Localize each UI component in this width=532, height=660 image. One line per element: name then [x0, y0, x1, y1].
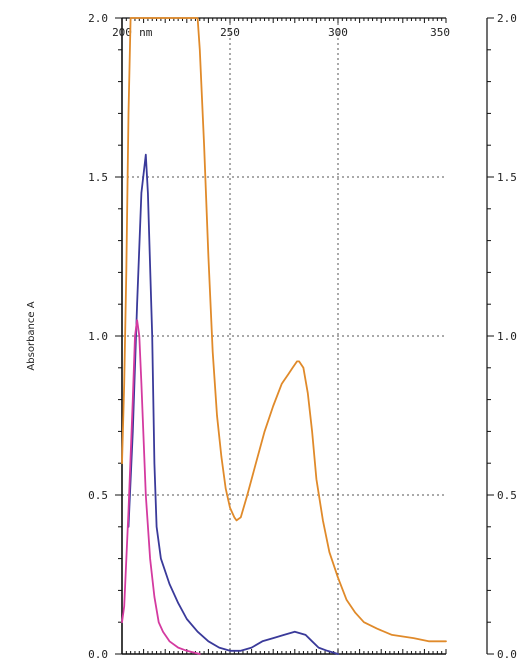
series-line-3 — [121, 319, 201, 655]
series-lines — [121, 17, 447, 655]
x-tick-label: 350 — [430, 26, 450, 39]
y-tick-label-right: 0.5 — [497, 489, 517, 502]
y-axis-label: Absorbance A — [26, 301, 37, 370]
series-line-1 — [121, 17, 447, 643]
y-tick-label-right: 1.0 — [497, 330, 517, 343]
x-tick-label: 300 — [328, 26, 348, 39]
tick-labels: 0.0 0.5 1.0 1.5 2.0 0.0 0.5 1.0 1.5 2.0 200 250 300 3… — [88, 12, 517, 660]
series-line-2 — [127, 153, 339, 655]
y-tick-label-left: 1.0 — [88, 330, 108, 343]
y-tick-label-left: 0.0 — [88, 648, 108, 660]
x-axis-unit-label: nm — [139, 26, 153, 39]
x-tick-label: 200 — [112, 26, 132, 39]
y-tick-label-left: 2.0 — [88, 12, 108, 25]
x-tick-label: 250 — [220, 26, 240, 39]
grid — [122, 18, 446, 654]
y-tick-label-right: 1.5 — [497, 171, 517, 184]
y-tick-label-right: 0.0 — [497, 648, 517, 660]
y-tick-label-right: 2.0 — [497, 12, 517, 25]
y-tick-label-left: 1.5 — [88, 171, 108, 184]
y-tick-label-left: 0.5 — [88, 489, 108, 502]
